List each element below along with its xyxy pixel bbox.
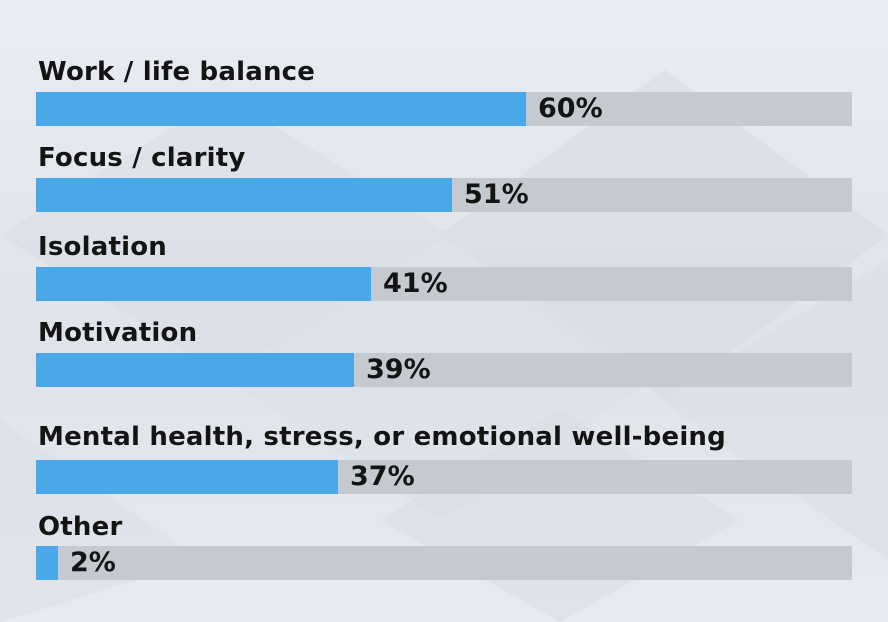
category-label: Isolation — [38, 232, 167, 262]
data-label: 60% — [538, 93, 603, 124]
bar-track: 60% — [36, 92, 852, 126]
bar — [36, 546, 58, 580]
data-label: 2% — [70, 547, 116, 578]
category-label: Motivation — [38, 318, 198, 348]
bar — [36, 353, 354, 387]
bar — [36, 92, 526, 126]
category-label: Mental health, stress, or emotional well… — [38, 422, 726, 452]
data-label: 41% — [383, 268, 448, 299]
category-label: Work / life balance — [38, 57, 316, 87]
bar-track: 51% — [36, 178, 852, 212]
data-label: 37% — [350, 461, 415, 492]
bar-track: 39% — [36, 353, 852, 387]
bar-track: 37% — [36, 460, 852, 494]
bar — [36, 460, 338, 494]
bar-track: 41% — [36, 267, 852, 301]
bar — [36, 267, 371, 301]
bar-track: 2% — [36, 546, 852, 580]
bar — [36, 178, 452, 212]
data-label: 51% — [464, 179, 529, 210]
category-label: Other — [38, 512, 123, 542]
category-label: Focus / clarity — [38, 143, 246, 173]
data-label: 39% — [366, 354, 431, 385]
